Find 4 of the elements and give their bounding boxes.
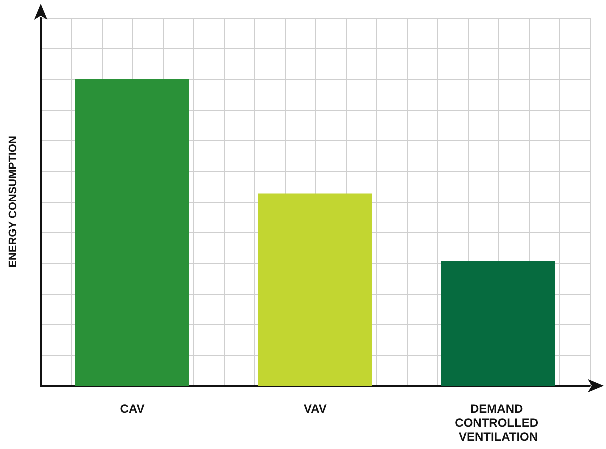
x-tick-label: DEMAND CONTROLLED VENTILATION [455, 402, 542, 444]
x-tick-label: CAV [120, 402, 145, 416]
y-axis-title: ENERGY CONSUMPTION [8, 136, 20, 268]
x-tick-label: VAV [304, 402, 327, 416]
